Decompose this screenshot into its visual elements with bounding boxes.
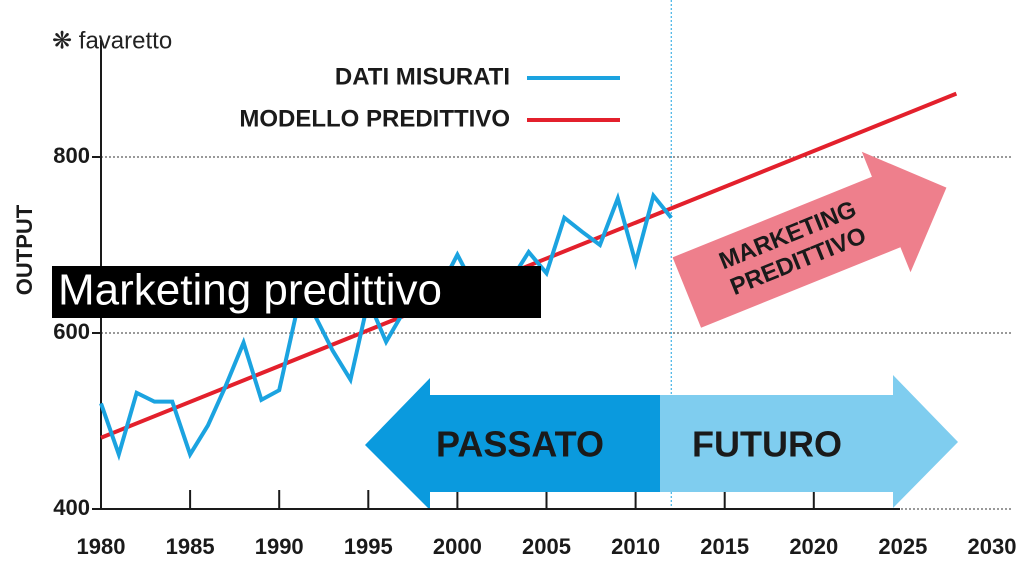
y-axis-label: OUTPUT bbox=[12, 204, 37, 295]
y-tick-label: 600 bbox=[53, 319, 90, 344]
x-tick-label: 2000 bbox=[433, 534, 482, 559]
future-arrow bbox=[660, 375, 958, 508]
prediction-arrow-shape bbox=[672, 151, 947, 328]
caption-box bbox=[52, 266, 541, 318]
legend-label: DATI MISURATI bbox=[335, 63, 510, 90]
past-label: PASSATO bbox=[436, 424, 604, 465]
data-line bbox=[100, 91, 958, 440]
x-tick-label: 2030 bbox=[968, 534, 1017, 559]
past-arrow bbox=[365, 378, 660, 510]
brand: ❋ favaretto bbox=[52, 27, 172, 54]
data-line bbox=[99, 191, 673, 462]
x-tick-label: 2010 bbox=[611, 534, 660, 559]
x-tick-label: 1980 bbox=[77, 534, 126, 559]
x-tick-label: 2020 bbox=[789, 534, 838, 559]
legend-label: MODELLO PREDITTIVO bbox=[239, 105, 510, 132]
y-tick-label: 800 bbox=[53, 143, 90, 168]
x-tick-label: 2005 bbox=[522, 534, 571, 559]
x-tick-label: 2015 bbox=[700, 534, 749, 559]
x-tick-label: 1995 bbox=[344, 534, 393, 559]
prediction-arrow: MARKETING PREDITTIVO bbox=[672, 151, 947, 328]
x-tick-label: 1985 bbox=[166, 534, 215, 559]
future-label: FUTURO bbox=[692, 424, 842, 465]
x-tick-label: 2025 bbox=[878, 534, 927, 559]
y-tick-label: 400 bbox=[53, 495, 90, 520]
x-tick-label: 1990 bbox=[255, 534, 304, 559]
plot-layer bbox=[99, 91, 958, 462]
caption: Marketing predittivo bbox=[58, 266, 442, 315]
